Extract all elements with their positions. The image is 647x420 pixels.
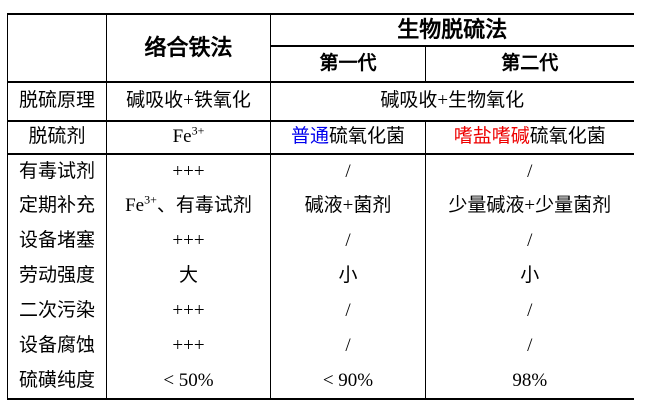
clogging-gen2-cell: / — [527, 230, 533, 252]
row-label-clogging: 设备堵塞 — [7, 224, 107, 259]
row-label-pollution: 二次污染 — [7, 294, 107, 329]
clogging-gen1-cell: / — [270, 224, 426, 259]
replenish-gen2-cell: 少量碱液+少量菌剂 — [448, 195, 612, 217]
replenish-iron-formula: Fe — [125, 195, 145, 217]
agent-gen2-highlight: 嗜盐嗜碱 — [453, 126, 530, 148]
pollution-gen2-cell: / — [527, 300, 533, 322]
table-row-agent: 脱硫剂 Fe3+ 普通硫氧化菌 嗜盐嗜碱硫氧化菌 — [7, 121, 634, 155]
principle-iron-cell: 碱吸收+铁氧化 — [106, 82, 271, 122]
table-row-labor: 劳动强度 大 小 小 — [7, 259, 634, 294]
corrosion-iron-cell: +++ — [106, 329, 271, 364]
agent-iron-formula: Fe — [172, 126, 192, 148]
toxic-gen1-cell: / — [270, 154, 426, 189]
desulfurization-comparison-table: 络合铁法 生物脱硫法 第一代 第二代 脱硫原理 碱吸收+铁氧化 碱吸收+生物氧化… — [7, 13, 634, 400]
toxic-iron-cell: +++ — [106, 154, 271, 189]
principle-bio-merged-cell: 碱吸收+生物氧化 — [270, 82, 634, 122]
replenish-iron-superscript: 3+ — [144, 192, 157, 207]
corner-cell — [7, 13, 107, 83]
agent-gen1-highlight: 普通 — [290, 126, 329, 148]
column-header-gen2: 第二代 — [425, 46, 634, 83]
table-row-corrosion: 设备腐蚀 +++ / / — [7, 329, 634, 364]
column-header-gen1: 第一代 — [270, 46, 426, 83]
replenish-iron-cell: Fe3+、有毒试剂 — [106, 189, 271, 224]
column-header-iron-method: 络合铁法 — [106, 13, 271, 83]
replenish-gen1-cell: 碱液+菌剂 — [270, 189, 426, 224]
labor-gen1-cell: 小 — [270, 259, 426, 294]
row-label-toxic: 有毒试剂 — [7, 154, 107, 189]
corrosion-gen1-cell: / — [270, 329, 426, 364]
agent-iron-cell: Fe3+ — [106, 121, 271, 155]
row-label-principle: 脱硫原理 — [7, 82, 107, 122]
replenish-iron-rest: 、有毒试剂 — [156, 195, 252, 217]
row-label-replenish: 定期补充 — [7, 189, 107, 224]
table-row-toxic: 有毒试剂 +++ / / — [7, 154, 634, 189]
corrosion-gen2-cell: / — [527, 335, 533, 357]
agent-gen2-rest: 硫氧化菌 — [529, 126, 606, 148]
row-label-agent: 脱硫剂 — [7, 121, 107, 155]
agent-gen2-cell: 嗜盐嗜碱硫氧化菌 — [425, 121, 634, 155]
pollution-iron-cell: +++ — [106, 294, 271, 329]
purity-gen1-cell: < 90% — [270, 364, 426, 400]
table-row-clogging: 设备堵塞 +++ / / — [7, 224, 634, 259]
labor-gen2-cell: 小 — [520, 265, 540, 287]
pollution-gen1-cell: / — [270, 294, 426, 329]
agent-gen1-rest: 硫氧化菌 — [329, 126, 406, 148]
table-row-purity: 硫磺纯度 < 50% < 90% 98% — [7, 364, 634, 400]
table-row-replenish: 定期补充 Fe3+、有毒试剂 碱液+菌剂 少量碱液+少量菌剂 — [7, 189, 634, 224]
toxic-gen2-cell: / — [527, 160, 533, 182]
agent-iron-superscript: 3+ — [191, 123, 205, 138]
clogging-iron-cell: +++ — [106, 224, 271, 259]
purity-gen2-cell: 98% — [425, 364, 634, 400]
purity-iron-cell: < 50% — [106, 364, 271, 400]
header-row-methods: 络合铁法 生物脱硫法 — [7, 13, 634, 83]
header-row-generations: 第一代 第二代 — [8, 46, 634, 83]
agent-gen1-cell: 普通硫氧化菌 — [270, 121, 426, 155]
table-row-pollution: 二次污染 +++ / / — [7, 294, 634, 329]
labor-iron-cell: 大 — [106, 259, 271, 294]
column-header-bio-group: 生物脱硫法 — [270, 13, 634, 47]
row-label-corrosion: 设备腐蚀 — [7, 329, 107, 364]
row-label-labor: 劳动强度 — [7, 259, 107, 294]
row-label-purity: 硫磺纯度 — [7, 364, 107, 400]
table-row-principle: 脱硫原理 碱吸收+铁氧化 碱吸收+生物氧化 — [7, 82, 634, 122]
